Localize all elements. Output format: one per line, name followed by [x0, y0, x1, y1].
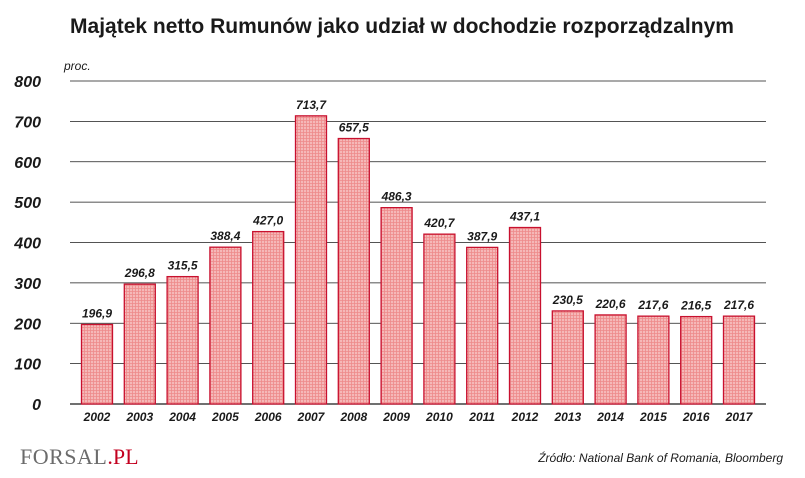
- bar-2011: [466, 246, 499, 405]
- data-label-2003: 296,8: [124, 266, 155, 280]
- bar-2005: [209, 246, 242, 405]
- y-tick-label-500: 500: [14, 195, 41, 212]
- bars: [80, 115, 756, 405]
- bar-2006: [252, 230, 285, 405]
- x-tick-label-2003: 2003: [125, 410, 153, 424]
- x-tick-label-2014: 2014: [596, 410, 624, 424]
- bar-2010: [423, 233, 456, 405]
- data-label-2007: 713,7: [296, 98, 327, 112]
- y-tick-label-100: 100: [14, 357, 41, 374]
- bar-2004: [166, 275, 199, 405]
- logo-suffix-text: .PL: [107, 444, 138, 469]
- bar-2016: [680, 315, 713, 405]
- logo-brand-text: FORSAL: [20, 444, 107, 469]
- bar-2014: [594, 314, 627, 405]
- y-tick-label-200: 200: [13, 316, 41, 333]
- y-tick-label-400: 400: [13, 236, 41, 253]
- x-tick-label-2010: 2010: [425, 410, 453, 424]
- bar-2015: [637, 315, 670, 405]
- bar-2013: [551, 310, 584, 405]
- data-label-2011: 387,9: [467, 229, 497, 243]
- source-note: Źródło: National Bank of Romania, Bloomb…: [537, 450, 783, 465]
- y-tick-label-800: 800: [14, 74, 41, 91]
- x-tick-label-2009: 2009: [382, 410, 410, 424]
- x-tick-label-2002: 2002: [83, 410, 111, 424]
- unit-label: proc.: [63, 59, 91, 73]
- bar-2002: [80, 323, 114, 405]
- bar-2012: [508, 226, 542, 405]
- y-tick-label-0: 0: [32, 397, 41, 414]
- data-label-2015: 217,6: [637, 298, 668, 312]
- data-label-2013: 230,5: [552, 293, 583, 307]
- data-label-2004: 315,5: [168, 259, 198, 273]
- y-tick-label-600: 600: [14, 155, 41, 172]
- x-tick-label-2004: 2004: [168, 410, 196, 424]
- bar-2007: [294, 115, 328, 405]
- x-tick-label-2012: 2012: [511, 410, 539, 424]
- x-tick-label-2008: 2008: [339, 410, 367, 424]
- data-label-2014: 220,6: [595, 297, 626, 311]
- data-label-2008: 657,5: [339, 121, 369, 135]
- x-axis-tick-labels: 2002 2003 2004 2005 2006 2007 2008 2009 2010 2011…: [83, 410, 754, 424]
- svg-text:FORSAL.PL: FORSAL.PL: [20, 444, 139, 469]
- x-tick-label-2017: 2017: [725, 410, 754, 424]
- x-tick-label-2015: 2015: [639, 410, 667, 424]
- data-label-2005: 388,4: [210, 229, 240, 243]
- x-tick-label-2005: 2005: [211, 410, 239, 424]
- data-labels: 196,9 296,8 315,5 388,4 427,0 713,7 657,5 486,3…: [82, 98, 754, 321]
- bar-2017: [722, 315, 756, 405]
- data-label-2006: 427,0: [252, 214, 283, 228]
- bar-2003: [123, 283, 156, 405]
- data-label-2002: 196,9: [82, 307, 112, 321]
- x-tick-label-2011: 2011: [468, 410, 495, 424]
- data-label-2009: 486,3: [381, 190, 412, 204]
- x-tick-label-2006: 2006: [254, 410, 282, 424]
- data-label-2016: 216,5: [680, 299, 711, 313]
- y-tick-label-300: 300: [14, 276, 41, 293]
- forsal-logo: FORSAL.PL: [20, 444, 139, 469]
- y-axis-tick-labels: 0 100 200 300 400 500 600 700 800: [13, 74, 41, 414]
- bar-2009: [380, 207, 413, 405]
- y-tick-label-700: 700: [14, 114, 41, 131]
- bar-2008: [337, 137, 370, 405]
- x-tick-label-2013: 2013: [553, 410, 581, 424]
- data-label-2017: 217,6: [723, 298, 754, 312]
- x-tick-label-2007: 2007: [297, 410, 326, 424]
- data-label-2010: 420,7: [423, 216, 455, 230]
- chart-title: Majątek netto Rumunów jako udział w doch…: [70, 15, 734, 38]
- x-tick-label-2016: 2016: [682, 410, 710, 424]
- data-label-2012: 437,1: [509, 210, 540, 224]
